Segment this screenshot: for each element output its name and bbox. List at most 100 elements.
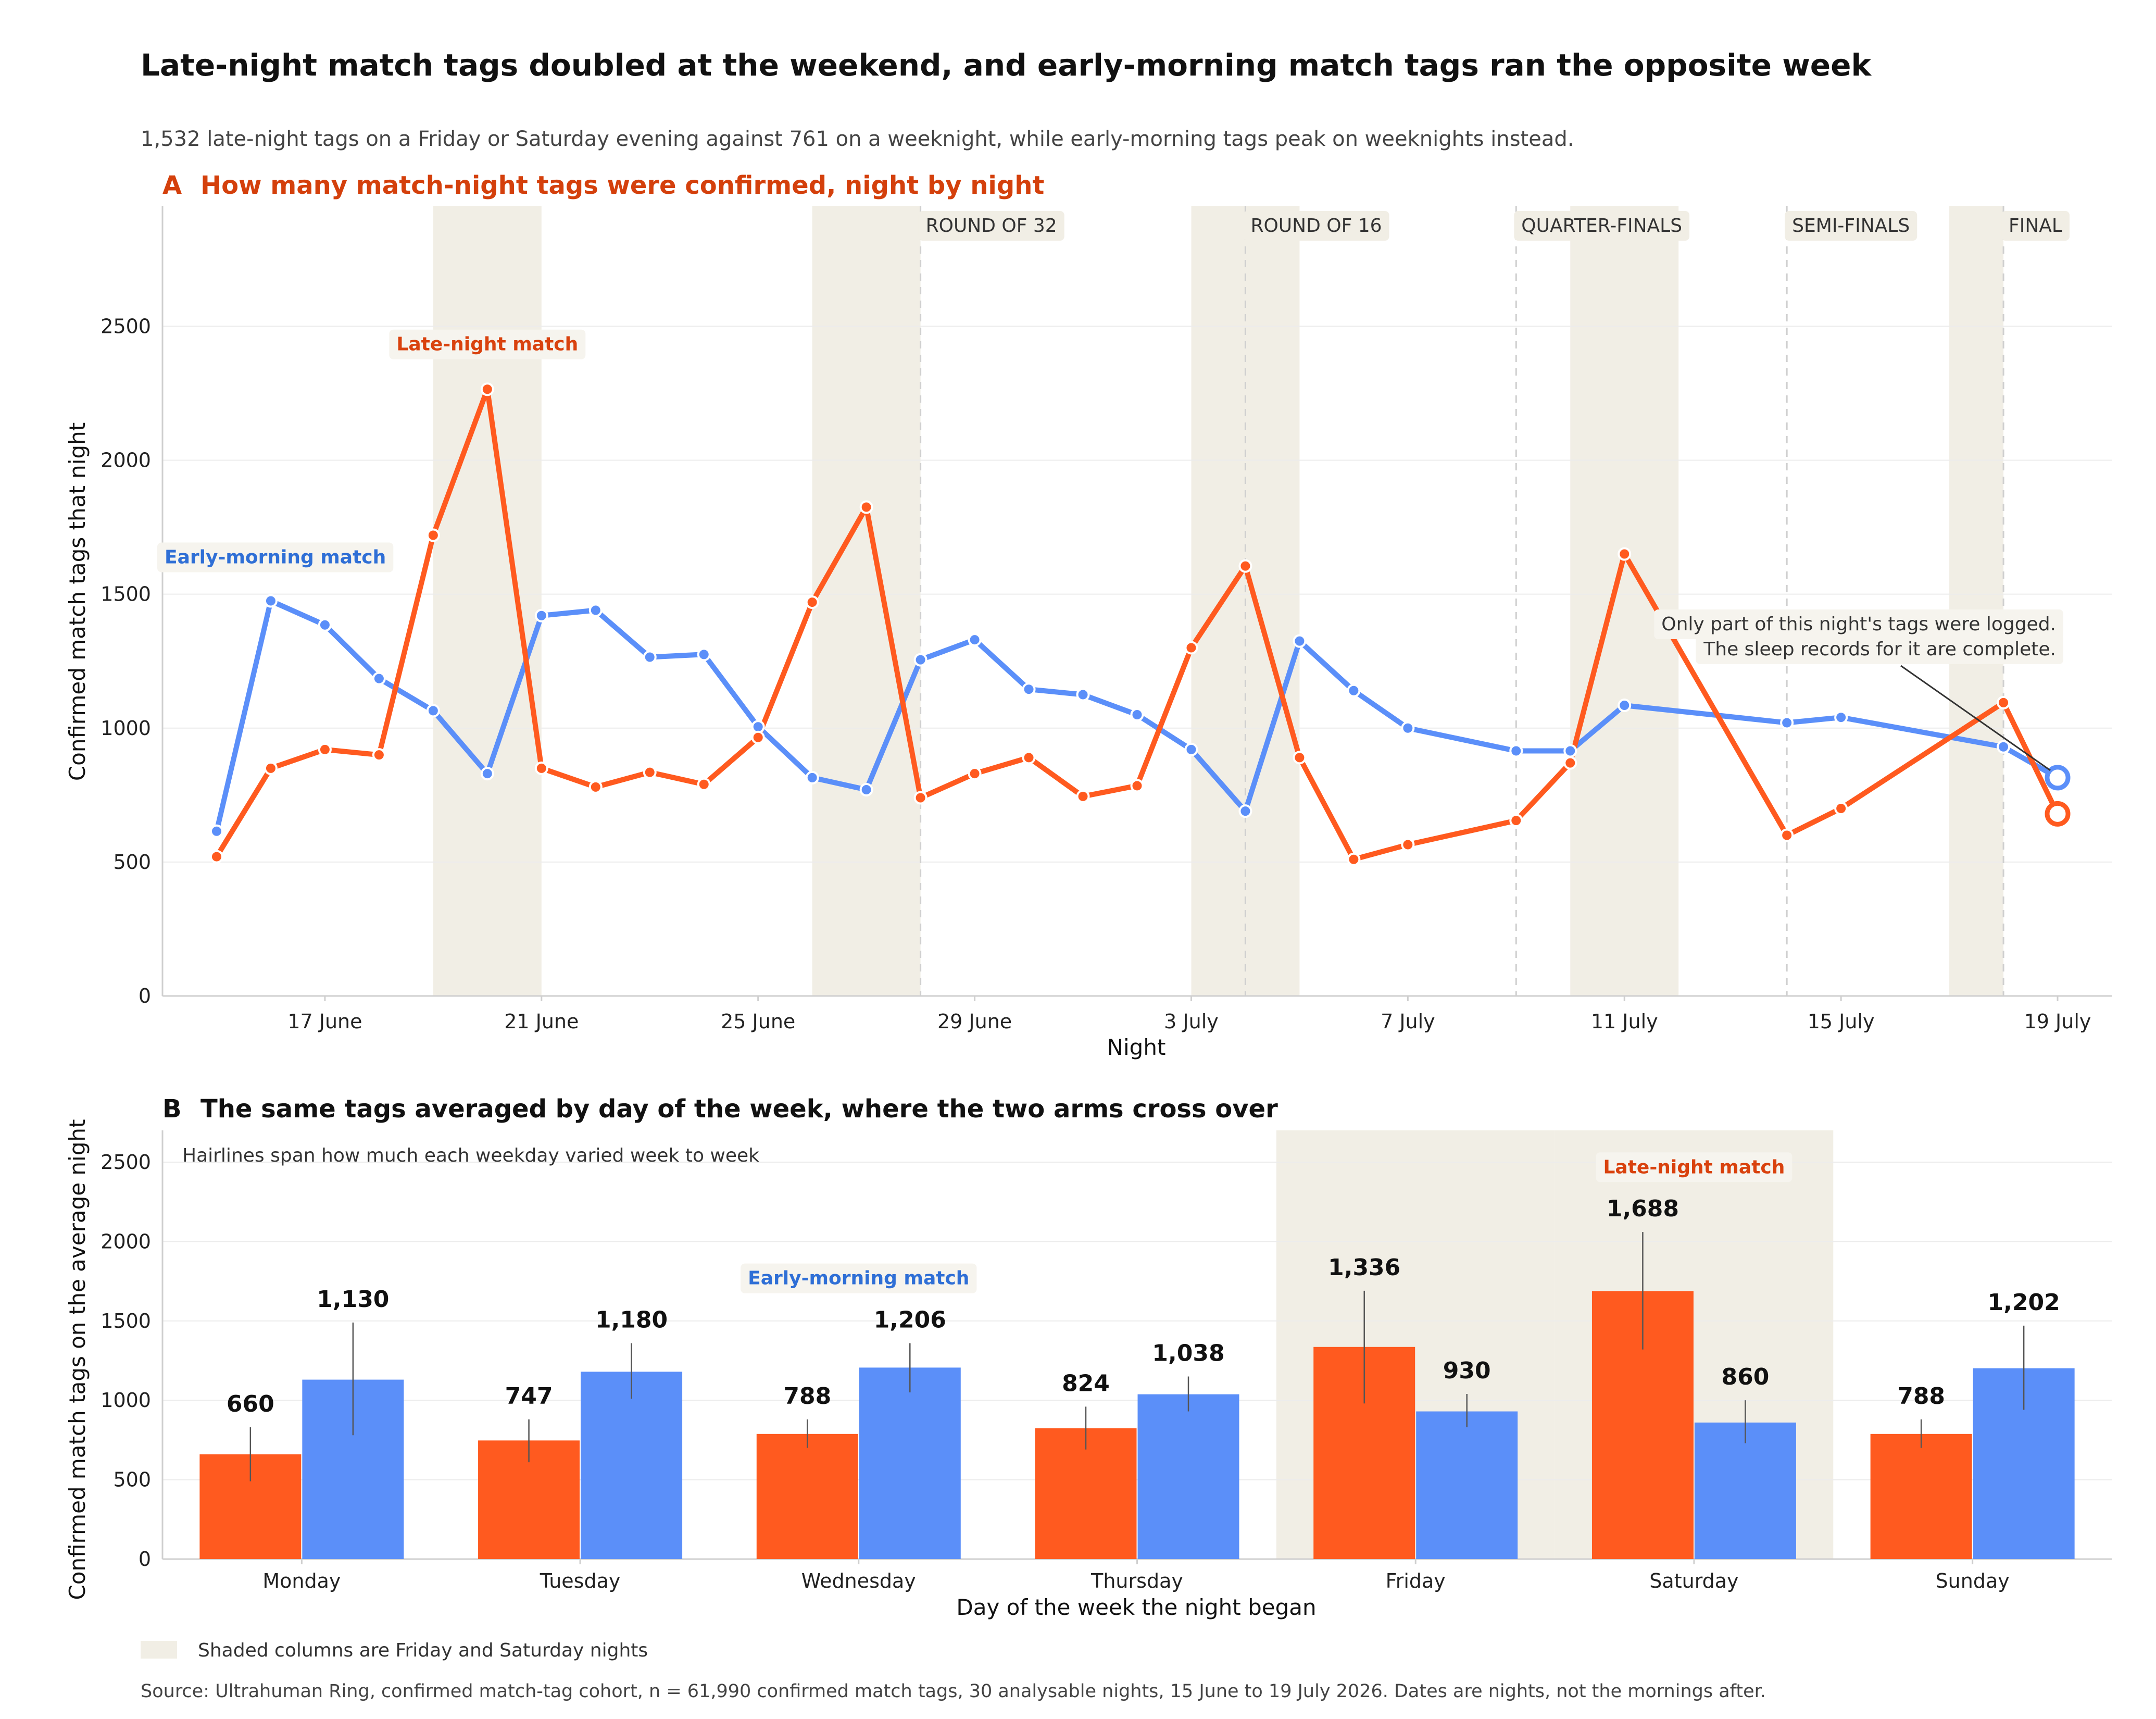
y-tick-label: 2500: [101, 1151, 151, 1174]
early-bar-wednesday: [859, 1367, 961, 1559]
source-note: Source: Ultrahuman Ring, confirmed match…: [141, 1681, 1766, 1702]
annotation-text-line-group: The sleep records for it are complete.: [1696, 634, 2063, 664]
late-point: [318, 742, 332, 756]
early-point: [1401, 721, 1415, 735]
x-tick-label: 25 June: [721, 1010, 795, 1033]
early-bar-tuesday: [581, 1372, 683, 1559]
early-point: [372, 671, 386, 686]
late-bar-wednesday: [756, 1434, 858, 1559]
x-tick-label: Wednesday: [801, 1569, 916, 1592]
late-point: [1780, 828, 1794, 842]
stage-label: SEMI-FINALS: [1792, 215, 1910, 236]
panel-b-y-axis-title: Confirmed match tags on the average nigh…: [65, 1119, 90, 1600]
panel-b-letter: B: [162, 1094, 182, 1124]
late-point: [534, 761, 548, 775]
early-point: [968, 633, 982, 647]
early-value-label: 930: [1443, 1357, 1491, 1384]
early-point: [1130, 708, 1144, 722]
late-point: [643, 765, 657, 779]
panel-b-note: Hairlines span how much each weekday var…: [182, 1145, 759, 1166]
early-point: [426, 704, 440, 718]
x-tick-label: 3 July: [1164, 1010, 1219, 1033]
late-point: [1563, 756, 1577, 770]
early-point: [1076, 688, 1090, 702]
late-point: [697, 777, 711, 791]
x-tick-label: Tuesday: [540, 1569, 621, 1592]
early-point: [588, 603, 603, 617]
weekend-shade-band-4: [1570, 206, 1679, 996]
annotation-leader-line: [1900, 665, 2051, 771]
late-value-label: 1,336: [1328, 1254, 1400, 1281]
late-bar-sunday: [1870, 1434, 1972, 1559]
panel-a-axes: 0 500 1000 1500 2000 2500 17 June 21 June 25 Jun…: [101, 206, 2112, 1033]
early-point: [1618, 699, 1632, 713]
early-series-label: Early-morning match: [748, 1268, 969, 1289]
early-bar-friday: [1416, 1411, 1518, 1559]
stage-label: ROUND OF 32: [926, 215, 1057, 236]
x-tick-label: Monday: [262, 1569, 341, 1592]
late-series-label-background: [1596, 1152, 1793, 1182]
early-series-label-background: [741, 1263, 977, 1293]
early-series-line: [214, 598, 2060, 834]
chart-title: Late-night match tags doubled at the wee…: [141, 47, 1872, 83]
late-point: [2045, 801, 2071, 827]
late-series-line: [214, 387, 2060, 862]
early-series-label-group: Early-morning match: [741, 1263, 977, 1293]
early-point: [1347, 683, 1361, 697]
late-point: [1834, 802, 1848, 816]
late-point: [1618, 547, 1632, 561]
stage-label-background: [1785, 211, 1917, 241]
early-point: [264, 594, 278, 608]
panel-b-title: The same tags averaged by day of the wee…: [200, 1094, 1278, 1124]
stage-label-background: [918, 211, 1064, 241]
late-series-label: Late-night match: [396, 334, 578, 355]
late-value-label: 747: [505, 1383, 553, 1410]
late-point: [751, 730, 765, 744]
late-point: [209, 850, 223, 864]
y-tick-label: 1000: [101, 717, 151, 740]
late-point: [913, 791, 927, 805]
x-tick-label: 21 June: [504, 1010, 579, 1033]
x-tick-label: Friday: [1386, 1569, 1446, 1592]
x-tick-label: 17 June: [287, 1010, 362, 1033]
weekend-shade-band-5: [1949, 206, 2004, 996]
x-tick-label: 15 July: [1808, 1010, 1875, 1033]
chart-subtitle: 1,532 late-night tags on a Friday or Sat…: [141, 127, 1574, 151]
early-series-label-group: Early-morning match: [157, 542, 394, 572]
early-point: [480, 767, 494, 781]
panel-a-series-labels: Late-night match Early-morning match: [157, 329, 586, 572]
early-point: [1293, 634, 1307, 648]
early-point: [2045, 765, 2071, 791]
stage-label-background: [1243, 211, 1389, 241]
early-point: [913, 653, 927, 667]
x-tick-label: 19 July: [2024, 1010, 2091, 1033]
early-series-label-background: [157, 542, 394, 572]
panel-a-series-lines: [214, 387, 2060, 862]
y-tick-label: 500: [113, 851, 151, 874]
y-tick-label: 1000: [101, 1389, 151, 1412]
panel-b-x-axis-title: Day of the week the night began: [956, 1595, 1316, 1620]
early-value-label: 1,202: [1988, 1289, 2060, 1316]
early-value-label: 1,038: [1152, 1340, 1224, 1366]
early-point: [859, 783, 873, 797]
panel-a-x-axis-title: Night: [1107, 1035, 1166, 1060]
stage-label: FINAL: [2009, 215, 2062, 236]
early-point: [1997, 740, 2011, 754]
panel-b-value-labels: 660 747 788 824 1,336 1,688 788 1,130 1,180 1,206…: [227, 1195, 2060, 1417]
late-point: [1401, 838, 1415, 852]
late-point: [372, 748, 386, 762]
annotation-text-line-background: [1654, 609, 2063, 639]
legend-shade-text: Shaded columns are Friday and Saturday n…: [198, 1640, 648, 1661]
early-point: [1184, 742, 1198, 756]
stage-label-group: ROUND OF 16: [1243, 211, 1389, 241]
stage-label-group: FINAL: [2001, 211, 2070, 241]
y-tick-label: 0: [139, 1548, 151, 1571]
early-point: [1022, 682, 1036, 696]
early-point: [643, 650, 657, 664]
early-point: [697, 647, 711, 662]
panel-b: B The same tags averaged by day of the w…: [65, 1094, 2112, 1620]
stage-label-background: [1514, 211, 1690, 241]
stage-label-group: QUARTER-FINALS: [1514, 211, 1690, 241]
annotation-text-line-background: [1696, 634, 2063, 664]
